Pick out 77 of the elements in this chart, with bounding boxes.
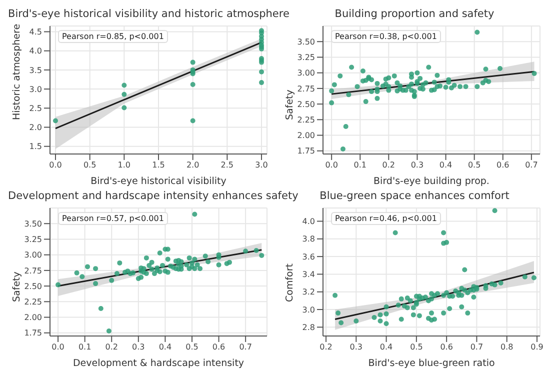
y-tick-label: 1.75 <box>24 328 42 338</box>
x-tick-label: 0.2 <box>105 342 118 352</box>
x-tick-label: 2.5 <box>220 160 234 170</box>
x-axis-title: Bird's-eye building prop. <box>374 176 490 187</box>
x-tick-label: 0.7 <box>470 342 484 352</box>
x-tick-label: 0.6 <box>212 342 226 352</box>
x-tick-label: 0.4 <box>158 342 172 352</box>
y-tick-label: 2.50 <box>297 100 315 109</box>
x-tick-label: 0.7 <box>239 342 252 352</box>
y-tick-label: 3.50 <box>24 219 42 228</box>
x-tick-label: 0.9 <box>530 342 544 352</box>
y-tick-label: 3.4 <box>302 270 315 280</box>
x-tick-label: 0.3 <box>132 342 145 352</box>
y-tick-label: 3.00 <box>24 250 42 260</box>
x-tick-label: 0.5 <box>468 160 481 170</box>
y-tick-label: 4.5 <box>29 28 42 37</box>
y-tick-label: 3.0 <box>302 305 315 314</box>
y-tick-label: 2.50 <box>24 282 42 291</box>
x-axis-title: Bird's-eye blue-green ratio <box>368 358 495 369</box>
y-tick-label: 3.00 <box>297 68 315 78</box>
x-tick-label: 0.6 <box>496 160 510 170</box>
y-tick-label: 4.0 <box>29 46 42 56</box>
y-tick-label: 3.6 <box>302 252 315 262</box>
y-tick-label: 2.25 <box>297 116 315 124</box>
x-tick-label: 0.8 <box>500 342 514 352</box>
x-tick-label: 0.4 <box>380 342 393 352</box>
x-tick-label: 0.2 <box>320 342 332 352</box>
chart-title: Building proportion and safety <box>334 8 494 20</box>
chart-title: Development and hardscape intensity enhances safety <box>8 190 298 204</box>
x-tick-label: 0.3 <box>410 160 424 170</box>
y-axis-title: Safety <box>284 89 296 120</box>
chart-title: Bird's-eye historical visibility and historic atmosphere <box>8 8 290 22</box>
x-tick-label: 0.5 <box>186 342 198 352</box>
y-tick-label: 2.5 <box>29 104 42 113</box>
annotation: Pearson r=0.57, p<0.001 <box>58 212 168 225</box>
x-tick-label: 2.0 <box>186 160 200 170</box>
annotation: Pearson r=0.38, p<0.001 <box>331 30 441 43</box>
y-tick-label: 3.25 <box>297 53 315 62</box>
x-tick-label: 0.3 <box>350 342 363 352</box>
x-tick-label: 0.2 <box>382 160 396 170</box>
x-tick-label: 0.6 <box>440 342 453 352</box>
y-tick-label: 2.75 <box>297 84 315 94</box>
x-tick-label: 0.0 <box>325 160 338 170</box>
y-tick-label: 1.5 <box>29 142 42 152</box>
x-tick-label: 0.5 <box>83 160 96 170</box>
y-tick-label: 2.00 <box>297 131 315 140</box>
x-axis-title: Development & hardscape intensity <box>72 358 244 369</box>
annotation: Pearson r=0.46, p<0.001 <box>331 212 441 225</box>
x-tick-label: 0.0 <box>49 160 62 170</box>
x-tick-label: 3.0 <box>255 160 268 170</box>
y-tick-label: 4.0 <box>302 217 315 226</box>
x-tick-label: 0.1 <box>78 342 92 352</box>
x-tick-label: 0.1 <box>354 160 366 170</box>
y-tick-label: 1.75 <box>297 146 315 156</box>
y-tick-label: 3.8 <box>302 234 315 244</box>
y-tick-label: 2.25 <box>24 298 42 306</box>
x-tick-label: 1.0 <box>118 160 131 170</box>
chart-title: Blue-green space enhances comfort <box>320 190 510 202</box>
x-axis-title: Bird's-eye historical visibility <box>90 176 227 187</box>
y-tick-label: 3.50 <box>297 37 315 46</box>
x-tick-label: 1.5 <box>152 160 165 170</box>
x-tick-label: 0.5 <box>410 342 423 352</box>
y-axis-title: Historic atmosphere <box>11 24 22 120</box>
annotation: Pearson r=0.85, p<0.001 <box>58 30 168 43</box>
y-axis-title: Comfort <box>284 263 296 302</box>
x-tick-label: 0.7 <box>525 160 538 170</box>
y-axis-title: Safety <box>11 271 22 302</box>
y-tick-label: 3.5 <box>29 66 42 75</box>
y-tick-label: 2.0 <box>29 123 42 132</box>
y-tick-label: 2.75 <box>24 266 42 276</box>
y-tick-label: 3.0 <box>29 84 42 94</box>
y-tick-label: 3.25 <box>24 235 42 244</box>
x-tick-label: 0.0 <box>52 342 64 352</box>
y-tick-label: 3.2 <box>302 288 315 297</box>
y-tick-label: 2.00 <box>24 313 42 322</box>
x-tick-label: 0.4 <box>439 160 452 170</box>
y-tick-label: 2.8 <box>302 323 315 332</box>
